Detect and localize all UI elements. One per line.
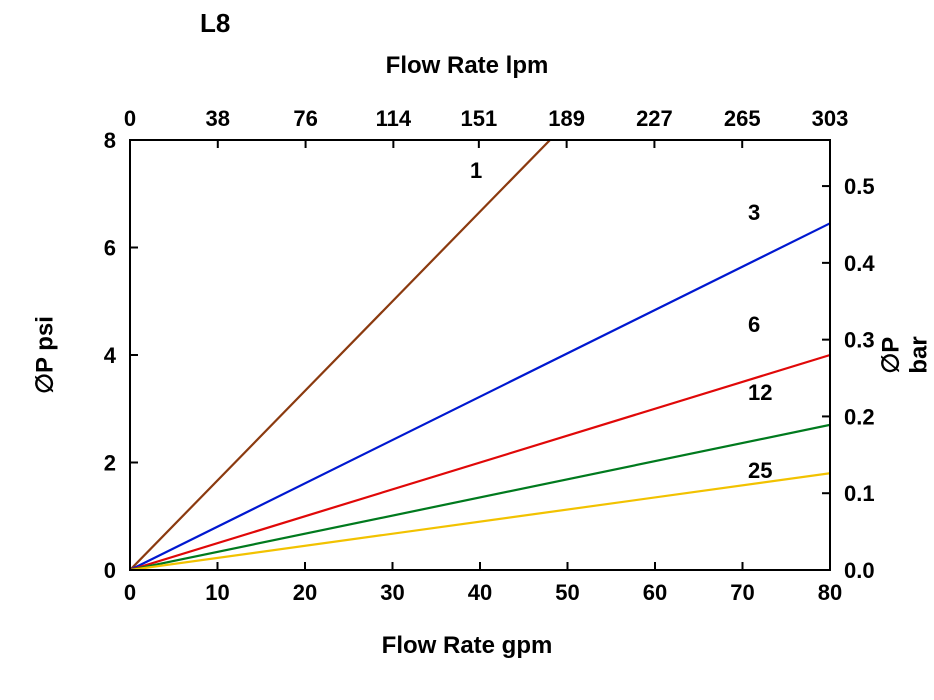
x-bottom-tick-label: 30 bbox=[380, 580, 404, 605]
x-bottom-tick-label: 60 bbox=[643, 580, 667, 605]
series-label-12: 12 bbox=[748, 380, 772, 405]
x-top-tick-label: 151 bbox=[460, 106, 497, 131]
y-left-tick-label: 0 bbox=[104, 558, 116, 583]
y-right-tick-label: 0.3 bbox=[844, 328, 875, 353]
x-top-tick-label: 265 bbox=[724, 106, 761, 131]
x-top-tick-label: 303 bbox=[812, 106, 849, 131]
plot-svg: 0102030405060708003876114151189227265303… bbox=[0, 0, 934, 700]
x-bottom-tick-label: 50 bbox=[555, 580, 579, 605]
series-label-3: 3 bbox=[748, 200, 760, 225]
y-right-tick-label: 0.5 bbox=[844, 174, 875, 199]
x-bottom-tick-label: 80 bbox=[818, 580, 842, 605]
x-top-tick-label: 76 bbox=[293, 106, 317, 131]
x-top-tick-label: 227 bbox=[636, 106, 673, 131]
x-bottom-tick-label: 10 bbox=[205, 580, 229, 605]
series-label-1: 1 bbox=[470, 158, 482, 183]
y-right-tick-label: 0.4 bbox=[844, 251, 875, 276]
x-top-tick-label: 189 bbox=[548, 106, 585, 131]
y-right-tick-label: 0.1 bbox=[844, 481, 875, 506]
x-bottom-tick-label: 70 bbox=[730, 580, 754, 605]
x-top-tick-label: 114 bbox=[376, 106, 412, 131]
y-left-tick-label: 8 bbox=[104, 128, 116, 153]
series-label-6: 6 bbox=[748, 312, 760, 337]
y-left-tick-label: 2 bbox=[104, 451, 116, 476]
chart-container: L8 Flow Rate lpm Flow Rate gpm ∅P psi ∅P… bbox=[0, 0, 934, 700]
x-bottom-tick-label: 20 bbox=[293, 580, 317, 605]
x-bottom-tick-label: 40 bbox=[468, 580, 492, 605]
y-left-tick-label: 4 bbox=[104, 343, 117, 368]
x-top-tick-label: 0 bbox=[124, 106, 136, 131]
y-right-tick-label: 0.2 bbox=[844, 404, 875, 429]
y-right-tick-label: 0.0 bbox=[844, 558, 875, 583]
series-label-25: 25 bbox=[748, 458, 772, 483]
x-top-tick-label: 38 bbox=[206, 106, 230, 131]
x-bottom-tick-label: 0 bbox=[124, 580, 136, 605]
y-left-tick-label: 6 bbox=[104, 236, 116, 261]
